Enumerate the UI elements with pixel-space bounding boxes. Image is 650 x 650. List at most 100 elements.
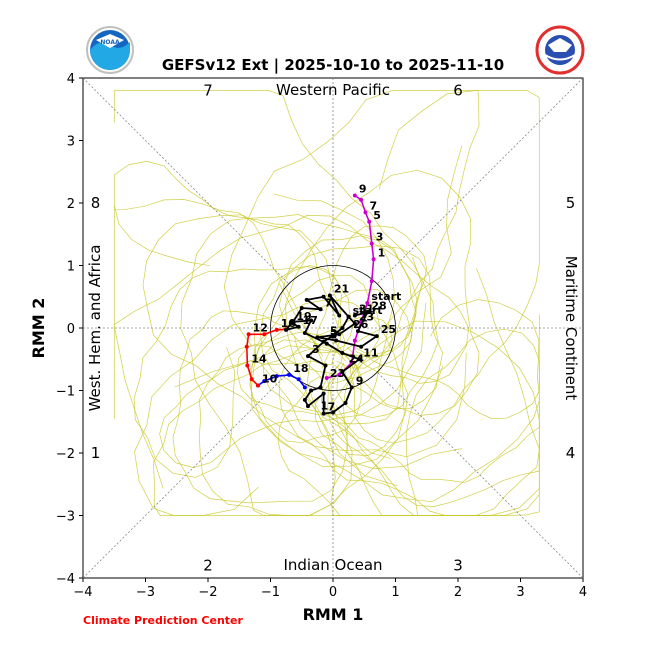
y-tick-label: 1 (67, 260, 75, 275)
forecast-segment-point (369, 279, 374, 284)
observed-track-point (306, 354, 310, 359)
ensemble-member-line (159, 302, 427, 468)
forecast-segment-point (365, 301, 370, 305)
ensemble-member-line (306, 225, 427, 459)
observed-track-point (331, 410, 335, 415)
observed-track-point (356, 329, 360, 334)
phase-number-label: 4 (566, 444, 576, 462)
observed-track-point (296, 324, 301, 329)
observed-track-point (349, 385, 354, 390)
ensemble-member-line (113, 90, 439, 419)
observed-track-point (284, 327, 289, 332)
phase-boundary-line (376, 77, 584, 285)
phase-number-label: 2 (203, 557, 213, 575)
observed-track-point (324, 341, 329, 346)
observed-track-point (343, 401, 348, 405)
forecast-segment-point (352, 193, 357, 198)
ensemble-member-line (113, 199, 323, 489)
observed-track-point (299, 306, 304, 310)
forecast-segment-day-label: 7 (370, 199, 378, 212)
observed-track-point (318, 385, 323, 390)
ensemble-member-line (327, 314, 540, 507)
ensemble-member-line (327, 320, 540, 516)
forecast-segment-point (367, 219, 372, 224)
observed-track-point (340, 351, 345, 355)
forecast-segment-day-label: 18 (293, 362, 308, 375)
forecast-segment-point (262, 379, 267, 384)
forecast-segment-point (262, 332, 267, 337)
forecast-segment-day-label: 3 (376, 231, 384, 244)
observed-track-day-label: 5 (330, 324, 338, 337)
forecast-segment-point (274, 327, 279, 332)
observed-track-point (321, 294, 326, 299)
observed-track-point (318, 307, 323, 312)
unit-circle (270, 265, 396, 391)
observed-track-point (290, 321, 295, 325)
phase-number-label: 1 (91, 444, 101, 462)
forecast-segment-line (245, 328, 287, 387)
ensemble-member-line (172, 310, 348, 504)
x-tick-label: 2 (454, 585, 462, 600)
forecast-segment-day-label: 5 (373, 209, 381, 222)
forecast-segment-point (359, 197, 364, 202)
y-tick-label: −1 (56, 385, 75, 400)
forecast-segment-point (337, 372, 342, 377)
observed-track-day-label: 17 (303, 314, 318, 327)
phase-number-label: 7 (203, 82, 213, 100)
y-tick-label: 0 (67, 322, 75, 337)
observed-track-point (309, 388, 314, 393)
y-tick-label: −4 (56, 572, 75, 587)
observed-track-day-label: start (353, 304, 383, 317)
observed-track-point (374, 334, 379, 339)
observed-track-point (359, 344, 364, 349)
forecast-segment-day-label: 9 (359, 183, 367, 196)
observed-track-day-label: 3 (312, 343, 320, 356)
ensemble-member-line (349, 90, 540, 444)
observed-track-point (334, 338, 339, 343)
observed-track-point (340, 369, 345, 374)
forecast-segment-point (246, 332, 251, 337)
ensemble-member-line (142, 214, 467, 458)
forecast-segment-point (256, 383, 260, 388)
observed-track-point (340, 326, 345, 330)
phase-number-label: 3 (453, 557, 463, 575)
forecast-segment-point (249, 377, 254, 382)
x-tick-label: 1 (391, 585, 399, 600)
y-axis-label: RMM 2 (29, 298, 48, 359)
ensemble-member-line (355, 328, 540, 516)
forecast-segment-point (371, 257, 376, 262)
observed-track-day-label: 21 (334, 283, 349, 296)
x-tick-label: −2 (198, 585, 217, 600)
forecast-segment-point (369, 241, 374, 246)
noaa-logo: NOAA (86, 26, 134, 74)
x-tick-label: 0 (329, 585, 337, 600)
x-tick-label: 3 (516, 585, 524, 600)
x-axis-label: RMM 1 (303, 605, 364, 624)
observed-track-day-label: 23 (359, 311, 374, 324)
y-tick-label: 3 (67, 135, 75, 150)
forecast-segment-day-label: 14 (251, 353, 267, 366)
observed-track-point (321, 339, 326, 344)
observed-track-point (337, 332, 342, 337)
observed-track-day-label: 25 (381, 323, 396, 336)
nws-logo (535, 25, 585, 75)
observed-track-point (327, 293, 332, 298)
observed-track-point (304, 297, 309, 302)
observed-track-point (306, 404, 310, 409)
phase-boundary-line (376, 371, 584, 579)
ensemble-member-line (113, 215, 469, 419)
svg-text:NOAA: NOAA (100, 39, 120, 46)
observed-track-day-label: 24 (349, 352, 365, 365)
region-label-top: Western Pacific (276, 81, 390, 99)
ensemble-member-line (223, 90, 480, 369)
ensemble-member-line (198, 257, 423, 516)
observed-track-point (337, 313, 342, 318)
forecast-segment-point (296, 377, 301, 382)
forecast-segment-point (245, 363, 250, 368)
observed-track-day-label: 31 (359, 303, 374, 316)
ensemble-member-line (113, 161, 346, 369)
observed-track-day-label: 23 (330, 367, 345, 380)
phase-number-label: 5 (566, 194, 576, 212)
observed-track-point (365, 310, 370, 315)
